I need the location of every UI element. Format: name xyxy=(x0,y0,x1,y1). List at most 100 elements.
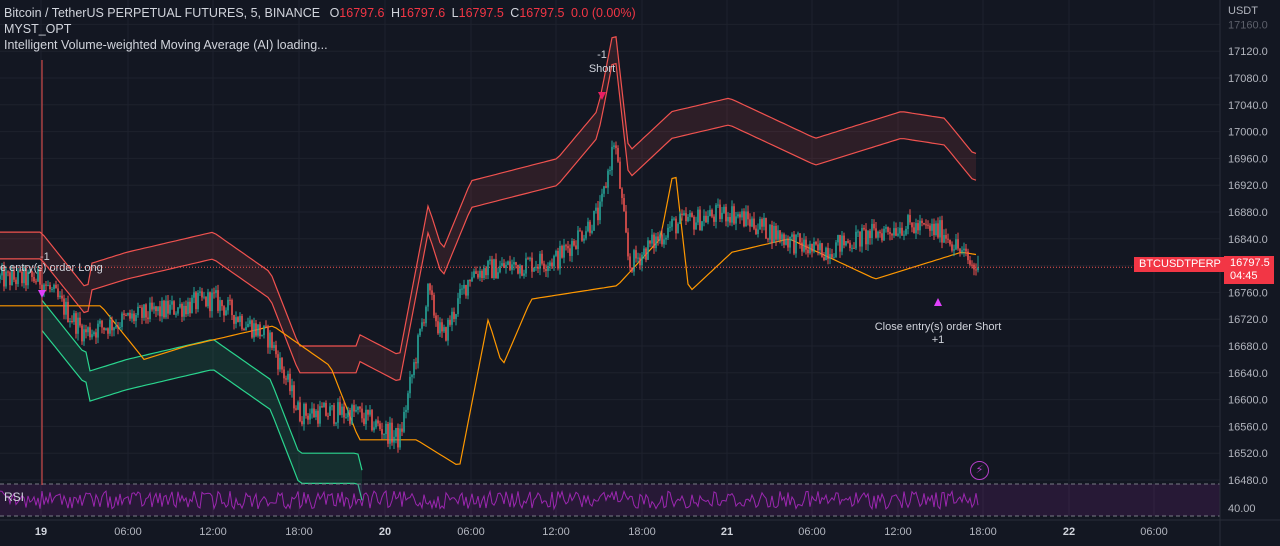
candle-body xyxy=(679,213,681,224)
candle-body xyxy=(437,321,439,334)
candle-body xyxy=(133,313,135,322)
candle-body xyxy=(715,205,717,222)
candle-body xyxy=(923,222,925,225)
candle-body xyxy=(777,230,779,240)
candle-body xyxy=(545,269,547,271)
indicator-ivwma[interactable]: Intelligent Volume-weighted Moving Avera… xyxy=(4,38,328,52)
low-label: L xyxy=(451,6,459,20)
candle-body xyxy=(851,247,853,249)
candle-body xyxy=(757,229,759,234)
candle-body xyxy=(667,227,669,238)
candle-body xyxy=(187,301,189,315)
candle-body xyxy=(605,186,607,188)
candle-body xyxy=(521,265,523,276)
candle-body xyxy=(9,272,11,286)
candle-body xyxy=(895,228,897,236)
candle-body xyxy=(85,329,87,333)
candle-body xyxy=(181,303,183,317)
candle-body xyxy=(927,224,929,226)
candle-body xyxy=(599,201,601,221)
candle-body xyxy=(275,345,277,355)
candle-body xyxy=(429,283,431,291)
candle-body xyxy=(629,256,631,268)
candle-body xyxy=(711,209,713,217)
candle-body xyxy=(627,232,629,257)
price-tick-label: 17040.0 xyxy=(1228,100,1268,112)
candle-body xyxy=(611,146,613,171)
candle-body xyxy=(287,373,289,380)
candle-body xyxy=(603,186,605,194)
symbol-title[interactable]: Bitcoin / TetherUS PERPETUAL FUTURES, 5,… xyxy=(4,6,321,20)
candles xyxy=(0,140,979,453)
candle-body xyxy=(719,204,721,219)
time-tick-label: 21 xyxy=(721,526,733,538)
candle-body xyxy=(189,301,191,314)
candle-body xyxy=(353,405,355,412)
candle-body xyxy=(729,217,731,223)
candle-body xyxy=(319,406,321,424)
indicator-myst-opt[interactable]: MYST_OPT xyxy=(4,22,72,36)
price-tick-label: 16640.0 xyxy=(1228,368,1268,380)
candle-body xyxy=(325,402,327,416)
candle-body xyxy=(103,327,105,330)
candle-body xyxy=(163,300,165,318)
candle-body xyxy=(951,244,953,251)
candle-body xyxy=(887,227,889,232)
candle-body xyxy=(151,302,153,310)
candle-body xyxy=(219,300,221,311)
candle-body xyxy=(753,218,755,229)
time-tick-label: 06:00 xyxy=(114,526,142,538)
candle-body xyxy=(585,231,587,239)
candle-body xyxy=(483,268,485,279)
candle-body xyxy=(241,315,243,329)
candle-body xyxy=(557,250,559,269)
candle-body xyxy=(381,429,383,435)
candle-body xyxy=(779,230,781,240)
rsi-line xyxy=(0,489,979,511)
upper-band-outer-line xyxy=(0,36,977,355)
time-tick-label: 18:00 xyxy=(628,526,656,538)
candle-body xyxy=(943,235,945,243)
candle-body xyxy=(265,325,267,327)
time-tick-label: 19 xyxy=(35,526,47,538)
candle-body xyxy=(971,264,973,266)
candle-body xyxy=(865,229,867,245)
candle-body xyxy=(441,322,443,332)
candle-body xyxy=(233,315,235,324)
candle-body xyxy=(43,284,45,292)
candle-body xyxy=(243,328,245,331)
candle-body xyxy=(75,313,77,334)
lightning-icon[interactable]: ⚡ xyxy=(970,461,989,480)
candle-body xyxy=(763,217,765,227)
candle-body xyxy=(913,227,915,234)
candle-body xyxy=(721,212,723,219)
candle-body xyxy=(141,307,143,318)
candle-body xyxy=(789,236,791,248)
candle-body xyxy=(513,262,515,265)
candle-body xyxy=(825,247,827,261)
price-tick-label: 16880.0 xyxy=(1228,207,1268,219)
candle-body xyxy=(7,271,9,273)
candle-body xyxy=(89,327,91,338)
candle-body xyxy=(179,303,181,308)
candle-body xyxy=(655,236,657,249)
candle-body xyxy=(565,245,567,247)
candle-body xyxy=(737,214,739,217)
candle-body xyxy=(311,408,313,414)
low-value: 16797.5 xyxy=(458,6,504,20)
candle-body xyxy=(423,322,425,324)
lower-band-fill xyxy=(42,300,362,501)
candle-body xyxy=(827,247,829,259)
candle-body xyxy=(581,231,583,241)
candle-body xyxy=(137,306,139,316)
candle-body xyxy=(229,299,231,301)
candle-body xyxy=(255,323,257,336)
candle-body xyxy=(833,257,835,259)
candle-body xyxy=(921,220,923,223)
candle-body xyxy=(859,231,861,247)
candle-body xyxy=(131,313,133,319)
candle-body xyxy=(673,218,675,220)
price-tick-label: 16760.0 xyxy=(1228,287,1268,299)
